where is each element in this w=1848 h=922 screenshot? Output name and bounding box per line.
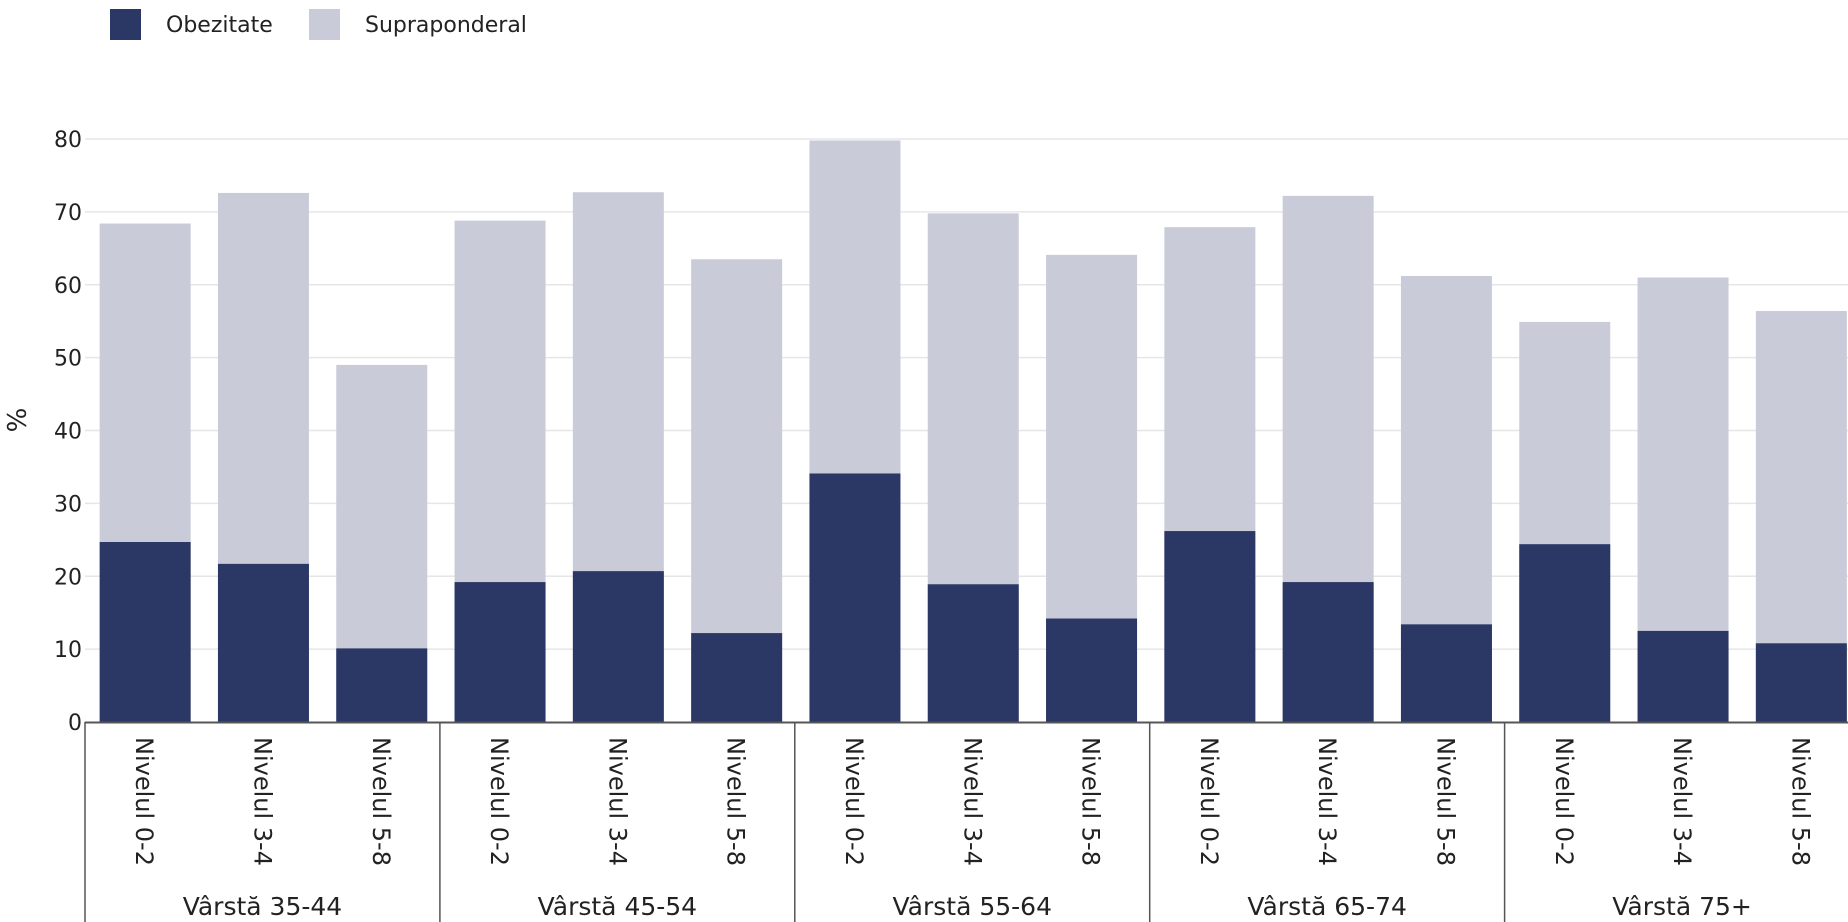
y-tick-label: 40 — [54, 420, 82, 445]
x-category-label: Nivelul 3-4 — [958, 737, 986, 866]
bar-obezitate — [1046, 618, 1138, 722]
y-tick-label: 60 — [54, 274, 82, 299]
x-group-label: Vârstă 45-54 — [538, 892, 698, 921]
bar-obezitate — [454, 582, 546, 722]
x-category-label: Nivelul 5-8 — [1786, 737, 1814, 866]
bar-obezitate — [1282, 582, 1374, 722]
bar-obezitate — [1400, 624, 1492, 722]
bar-obezitate — [1519, 544, 1611, 722]
x-category-label: Nivelul 5-8 — [722, 737, 750, 866]
x-category-label: Nivelul 0-2 — [130, 737, 158, 866]
y-tick-label: 50 — [54, 347, 82, 372]
x-category-label: Nivelul 3-4 — [248, 737, 276, 866]
bar-obezitate — [927, 584, 1019, 722]
y-axis-label: % — [3, 408, 33, 433]
y-tick-label: 70 — [54, 201, 82, 226]
x-group-label: Vârstă 75+ — [1612, 892, 1752, 921]
legend-swatch-supraponderal — [309, 9, 340, 40]
x-axis: Nivelul 0-2 Nivelul 3-4 Nivelul 5-8 Vârstă … — [84, 721, 1848, 922]
legend-swatch-obezitate — [110, 9, 141, 40]
x-category-label: Nivelul 3-4 — [1668, 737, 1696, 866]
legend-label-supraponderal: Supraponderal — [365, 13, 527, 38]
bar-obezitate — [809, 473, 901, 722]
x-category-label: Nivelul 3-4 — [603, 737, 631, 866]
x-category-label: Nivelul 0-2 — [1550, 737, 1578, 866]
x-category-label: Nivelul 5-8 — [1431, 737, 1459, 866]
x-category-label: Nivelul 0-2 — [485, 737, 513, 866]
bars — [99, 140, 1847, 723]
legend-label-obezitate: Obezitate — [166, 13, 273, 38]
y-tick-label: 30 — [54, 492, 82, 517]
x-category-label: Nivelul 0-2 — [1195, 737, 1223, 866]
legend: Obezitate Supraponderal — [110, 9, 527, 40]
x-group-label: Vârstă 35-44 — [183, 892, 343, 921]
x-group-label: Vârstă 65-74 — [1247, 892, 1407, 921]
x-category-label: Nivelul 0-2 — [840, 737, 868, 866]
bar-obezitate — [217, 563, 309, 722]
y-tick-label: 80 — [54, 128, 82, 153]
y-tick-label: 20 — [54, 565, 82, 590]
x-category-label: Nivelul 5-8 — [1077, 737, 1105, 866]
y-tick-label: 0 — [68, 711, 82, 736]
bar-obezitate — [691, 633, 783, 722]
x-group-label: Vârstă 55-64 — [893, 892, 1053, 921]
y-tick-label: 10 — [54, 638, 82, 663]
y-axis-ticks: 0 10 20 30 40 50 60 70 80 — [54, 128, 82, 736]
bar-obezitate — [1164, 531, 1256, 722]
bar-obezitate — [572, 571, 664, 722]
x-category-label: Nivelul 3-4 — [1313, 737, 1341, 866]
bar-obezitate — [99, 541, 191, 722]
x-category-label: Nivelul 5-8 — [367, 737, 395, 866]
bar-obezitate — [336, 648, 428, 722]
bar-obezitate — [1637, 630, 1729, 722]
bar-obezitate — [1755, 643, 1847, 722]
